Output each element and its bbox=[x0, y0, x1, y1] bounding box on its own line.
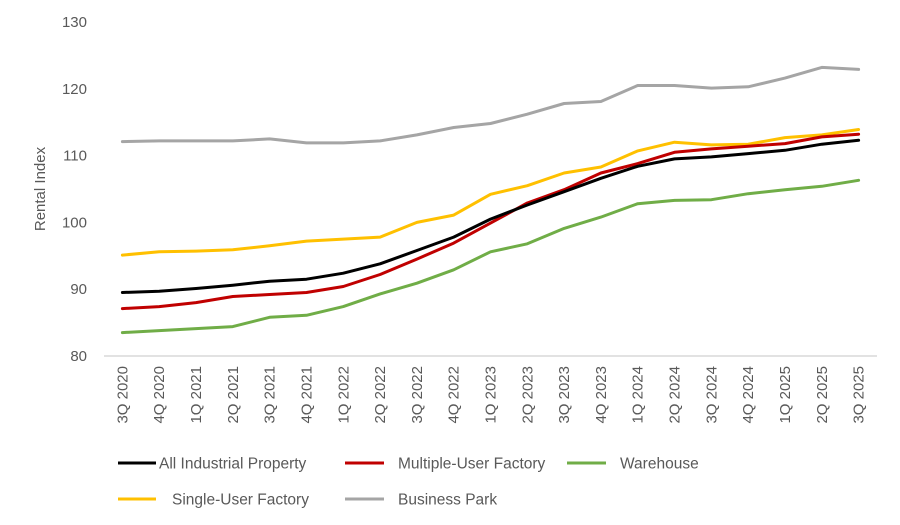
x-tick-label: 1Q 2025 bbox=[777, 366, 794, 424]
legend-label: Single-User Factory bbox=[172, 492, 309, 509]
x-tick-label: 2Q 2025 bbox=[814, 366, 831, 424]
x-tick-label: 1Q 2021 bbox=[188, 366, 205, 424]
x-tick-label: 2Q 2024 bbox=[667, 366, 684, 424]
legend-item-multiple-user-factory: Multiple-User Factory bbox=[345, 456, 546, 473]
series-single-user-factory bbox=[120, 128, 861, 257]
x-tick-label: 4Q 2022 bbox=[446, 366, 463, 424]
x-tick-label: 3Q 2022 bbox=[409, 366, 426, 424]
x-tick-label: 3Q 2021 bbox=[262, 366, 279, 424]
y-axis: 80 90 100 110 120 130 bbox=[62, 14, 87, 365]
y-tick-label: 120 bbox=[62, 81, 87, 98]
series-line-warehouse bbox=[120, 178, 861, 335]
x-tick-label: 4Q 2023 bbox=[593, 366, 610, 424]
legend-item-business-park: Business Park bbox=[345, 492, 497, 509]
x-tick-label: 2Q 2023 bbox=[519, 366, 536, 424]
series-line-all-industrial-property bbox=[120, 138, 861, 294]
legend-label: Multiple-User Factory bbox=[398, 456, 546, 473]
y-axis-title: Rental Index bbox=[32, 146, 49, 231]
legend-item-warehouse: Warehouse bbox=[567, 456, 699, 473]
series-business-park bbox=[120, 65, 861, 145]
x-tick-label: 3Q 2023 bbox=[556, 366, 573, 424]
legend-label: Warehouse bbox=[620, 456, 699, 473]
x-tick-label: 3Q 2020 bbox=[114, 366, 131, 424]
series-warehouse bbox=[120, 178, 861, 335]
legend: All Industrial Property Multiple-User Fac… bbox=[118, 456, 699, 509]
y-tick-label: 90 bbox=[70, 281, 87, 298]
x-tick-label: 3Q 2025 bbox=[851, 366, 868, 424]
y-tick-label: 110 bbox=[63, 148, 87, 165]
x-tick-label: 3Q 2024 bbox=[703, 366, 720, 424]
series-lines bbox=[120, 65, 861, 335]
x-tick-label: 1Q 2022 bbox=[335, 366, 352, 424]
x-axis: 3Q 2020 4Q 2020 1Q 2021 2Q 2021 3Q 2021 4Q 20… bbox=[114, 366, 867, 424]
x-tick-label: 2Q 2021 bbox=[225, 366, 242, 424]
x-tick-label: 2Q 2022 bbox=[372, 366, 389, 424]
y-tick-label: 130 bbox=[62, 14, 87, 31]
x-tick-label: 4Q 2020 bbox=[151, 366, 168, 424]
legend-item-single-user-factory: Single-User Factory bbox=[118, 492, 309, 509]
x-tick-label: 4Q 2024 bbox=[740, 366, 757, 424]
series-all-industrial-property bbox=[120, 138, 861, 294]
x-tick-label: 1Q 2024 bbox=[630, 366, 647, 424]
series-line-multiple-user-factory bbox=[120, 132, 861, 311]
x-tick-label: 1Q 2023 bbox=[483, 366, 500, 424]
legend-label: Business Park bbox=[398, 492, 497, 509]
series-multiple-user-factory bbox=[120, 132, 861, 311]
legend-label: All Industrial Property bbox=[159, 456, 307, 473]
x-tick-label: 4Q 2021 bbox=[298, 366, 315, 424]
legend-item-all-industrial-property: All Industrial Property bbox=[118, 456, 307, 473]
y-tick-label: 80 bbox=[70, 348, 87, 365]
y-tick-label: 100 bbox=[62, 214, 87, 231]
series-line-business-park bbox=[120, 65, 861, 145]
